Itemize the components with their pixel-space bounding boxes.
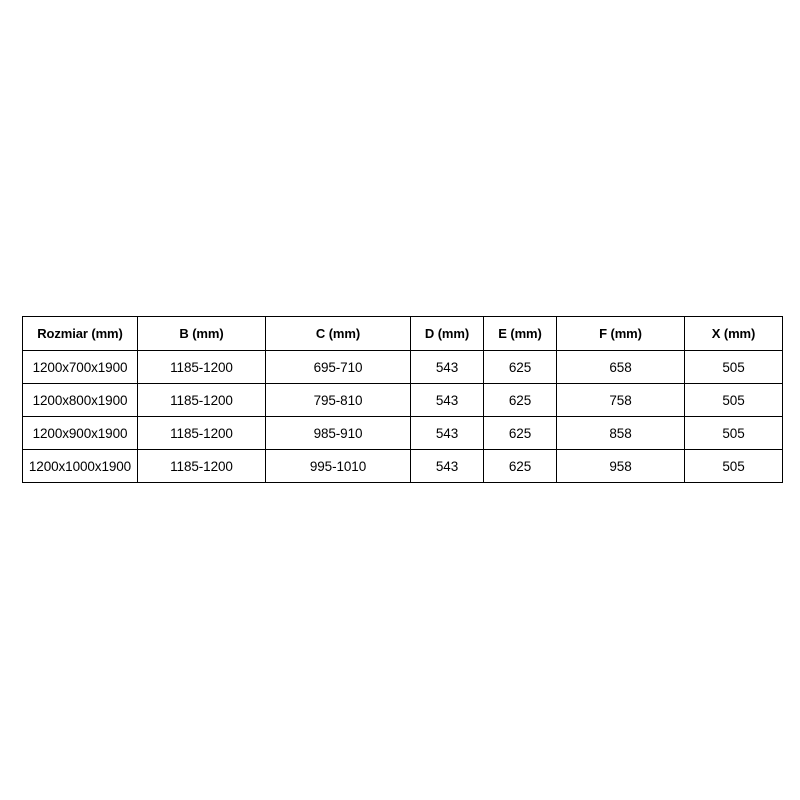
cell-e: 625 bbox=[483, 383, 557, 417]
column-header-f: F (mm) bbox=[556, 316, 685, 351]
cell-b: 1185-1200 bbox=[137, 416, 266, 450]
cell-x: 505 bbox=[684, 383, 783, 417]
cell-e: 625 bbox=[483, 350, 557, 384]
table-row: 1200x900x1900 1185-1200 985-910 543 625 … bbox=[22, 416, 783, 450]
table-row: 1200x700x1900 1185-1200 695-710 543 625 … bbox=[22, 350, 783, 384]
cell-f: 758 bbox=[556, 383, 685, 417]
cell-f: 858 bbox=[556, 416, 685, 450]
cell-e: 625 bbox=[483, 416, 557, 450]
cell-d: 543 bbox=[410, 416, 484, 450]
cell-d: 543 bbox=[410, 383, 484, 417]
dimensions-table: Rozmiar (mm) B (mm) C (mm) D (mm) E (mm)… bbox=[22, 316, 783, 483]
column-header-b: B (mm) bbox=[137, 316, 266, 351]
cell-c: 985-910 bbox=[265, 416, 411, 450]
spec-table-container: Rozmiar (mm) B (mm) C (mm) D (mm) E (mm)… bbox=[22, 316, 783, 483]
table-row: 1200x800x1900 1185-1200 795-810 543 625 … bbox=[22, 383, 783, 417]
cell-f: 958 bbox=[556, 449, 685, 483]
cell-b: 1185-1200 bbox=[137, 350, 266, 384]
cell-rozmiar: 1200x1000x1900 bbox=[22, 449, 138, 483]
table-body: 1200x700x1900 1185-1200 695-710 543 625 … bbox=[22, 350, 783, 483]
table-header: Rozmiar (mm) B (mm) C (mm) D (mm) E (mm)… bbox=[22, 316, 783, 351]
cell-rozmiar: 1200x900x1900 bbox=[22, 416, 138, 450]
cell-rozmiar: 1200x700x1900 bbox=[22, 350, 138, 384]
cell-e: 625 bbox=[483, 449, 557, 483]
column-header-x: X (mm) bbox=[684, 316, 783, 351]
column-header-d: D (mm) bbox=[410, 316, 484, 351]
column-header-c: C (mm) bbox=[265, 316, 411, 351]
cell-f: 658 bbox=[556, 350, 685, 384]
table-row: 1200x1000x1900 1185-1200 995-1010 543 62… bbox=[22, 449, 783, 483]
column-header-e: E (mm) bbox=[483, 316, 557, 351]
cell-c: 795-810 bbox=[265, 383, 411, 417]
cell-b: 1185-1200 bbox=[137, 449, 266, 483]
cell-x: 505 bbox=[684, 449, 783, 483]
cell-c: 995-1010 bbox=[265, 449, 411, 483]
cell-d: 543 bbox=[410, 449, 484, 483]
cell-b: 1185-1200 bbox=[137, 383, 266, 417]
column-header-rozmiar: Rozmiar (mm) bbox=[22, 316, 138, 351]
cell-d: 543 bbox=[410, 350, 484, 384]
cell-rozmiar: 1200x800x1900 bbox=[22, 383, 138, 417]
cell-x: 505 bbox=[684, 350, 783, 384]
cell-c: 695-710 bbox=[265, 350, 411, 384]
cell-x: 505 bbox=[684, 416, 783, 450]
table-header-row: Rozmiar (mm) B (mm) C (mm) D (mm) E (mm)… bbox=[22, 316, 783, 351]
